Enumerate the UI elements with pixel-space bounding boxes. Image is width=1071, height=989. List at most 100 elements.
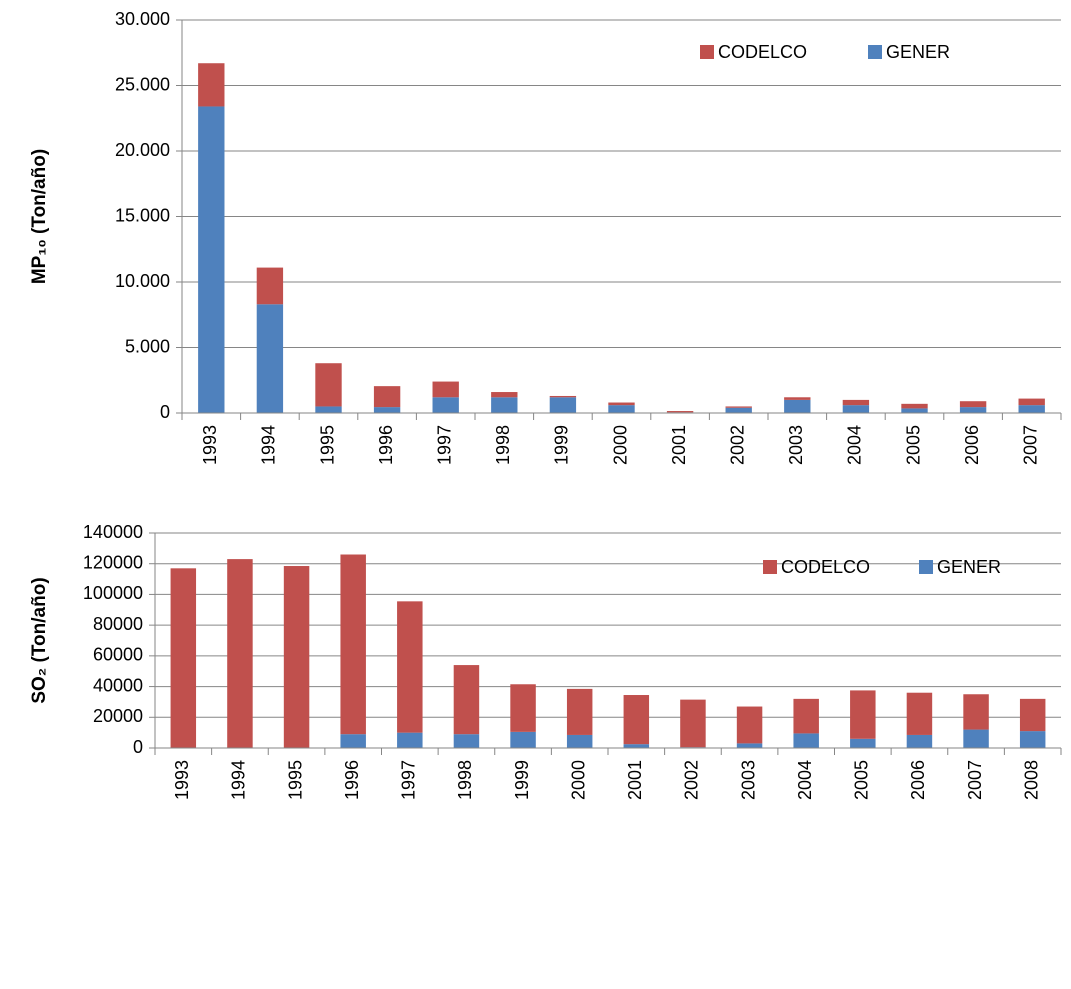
- x-tick-label: 2004: [845, 425, 865, 465]
- chart: 0 20000 40000 60000 80000 100000 120000 140000 1…: [29, 522, 1062, 800]
- bar-segment: [453, 665, 480, 735]
- bar-segment: [736, 706, 763, 744]
- bar-segment: [340, 554, 366, 735]
- x-tick-label: 2001: [625, 760, 645, 800]
- bar-segment: [959, 401, 987, 408]
- bar-segment: [666, 411, 694, 413]
- bar-segment: [784, 399, 811, 413]
- x-tick-label: 1998: [493, 425, 513, 465]
- bar-segment: [901, 408, 928, 413]
- y-tick-label: 40000: [93, 675, 143, 695]
- bar-segment: [959, 407, 987, 413]
- x-tick-label: 1998: [455, 760, 475, 800]
- legend-swatch: [763, 560, 777, 574]
- x-tick-label: 2006: [962, 425, 982, 465]
- bar-segment: [793, 733, 819, 748]
- x-tick-label: 1997: [399, 760, 419, 800]
- bar-segment: [1019, 698, 1046, 732]
- legend-label: CODELCO: [781, 557, 870, 577]
- x-tick-label: 2000: [568, 760, 588, 800]
- y-tick-label: 120000: [83, 552, 143, 572]
- x-tick-label: 1994: [259, 425, 279, 465]
- bar-segment: [608, 405, 635, 413]
- bar-segment: [373, 407, 401, 413]
- y-tick-label: 20.000: [115, 140, 170, 160]
- y-tick-label: 5.000: [125, 336, 170, 356]
- y-tick-label: 0: [133, 737, 143, 757]
- bar-segment: [1019, 731, 1046, 748]
- bar-segment: [842, 399, 870, 406]
- y-tick-label: 140000: [83, 522, 143, 542]
- x-tick-label: 1999: [512, 760, 532, 800]
- x-tick-label: 1995: [285, 760, 305, 800]
- bar-segment: [906, 692, 933, 735]
- bar-segment: [850, 690, 876, 739]
- bar-segment: [1018, 405, 1045, 413]
- bar-segment: [283, 566, 310, 748]
- x-tick-label: 2006: [908, 760, 928, 800]
- legend-swatch: [868, 45, 882, 59]
- x-tick-label: 2005: [903, 425, 923, 465]
- bar-segment: [315, 363, 342, 407]
- x-tick-label: 2002: [682, 760, 702, 800]
- bar-segment: [680, 699, 706, 748]
- x-tick-label: 1999: [552, 425, 572, 465]
- x-tick-label: 2007: [1020, 425, 1040, 465]
- x-tick-label: 1997: [434, 425, 454, 465]
- bar-segment: [397, 732, 423, 748]
- bar-segment: [608, 402, 635, 406]
- bar-segment: [397, 601, 423, 733]
- bar-segment: [850, 738, 876, 748]
- y-tick-label: 25.000: [115, 74, 170, 94]
- bar-segment: [198, 106, 225, 414]
- bar-segment: [340, 734, 366, 748]
- y-tick-label: 100000: [83, 583, 143, 603]
- legend-label: GENER: [937, 557, 1001, 577]
- x-tick-label: 2005: [852, 760, 872, 800]
- x-tick-label: 2008: [1021, 760, 1041, 800]
- y-tick-label: 60000: [93, 645, 143, 665]
- bar-segment: [725, 407, 752, 413]
- bar-segment: [432, 381, 459, 398]
- bar-segment: [793, 698, 819, 734]
- y-axis-title: MP₁₀ (Ton/año): [29, 149, 50, 284]
- bar-segment: [736, 743, 763, 748]
- bar-segment: [510, 684, 536, 732]
- y-axis-title: SO₂ (Ton/año): [29, 577, 50, 703]
- bar-segment: [491, 397, 518, 413]
- bar-segment: [510, 731, 536, 748]
- legend-label: CODELCO: [718, 42, 807, 62]
- y-tick-label: 20000: [93, 706, 143, 726]
- y-tick-label: 0: [160, 402, 170, 422]
- x-tick-label: 1993: [172, 760, 192, 800]
- y-tick-label: 30.000: [115, 9, 170, 29]
- bar-segment: [906, 734, 933, 748]
- x-tick-label: 2007: [965, 760, 985, 800]
- x-tick-label: 1994: [229, 760, 249, 800]
- bar-segment: [549, 397, 577, 413]
- legend-label: GENER: [886, 42, 950, 62]
- bar-segment: [1018, 398, 1045, 406]
- bar-segment: [549, 395, 577, 398]
- bar-segment: [963, 694, 989, 730]
- bar-segment: [453, 734, 480, 748]
- bar-segment: [623, 695, 650, 745]
- bar-segment: [432, 397, 459, 413]
- bar-segment: [373, 386, 401, 408]
- x-tick-label: 1996: [342, 760, 362, 800]
- y-tick-label: 15.000: [115, 205, 170, 225]
- bar-segment: [256, 304, 284, 413]
- y-tick-label: 80000: [93, 614, 143, 634]
- x-tick-label: 1995: [317, 425, 337, 465]
- y-tick-label: 10.000: [115, 271, 170, 291]
- x-tick-label: 1996: [376, 425, 396, 465]
- bar-segment: [901, 403, 928, 409]
- legend-swatch: [919, 560, 933, 574]
- bar-segment: [842, 405, 870, 413]
- bar-segment: [963, 729, 989, 748]
- bar-segment: [784, 397, 811, 400]
- x-tick-label: 2004: [795, 760, 815, 800]
- bar-segment: [566, 734, 593, 748]
- bar-segment: [170, 568, 197, 748]
